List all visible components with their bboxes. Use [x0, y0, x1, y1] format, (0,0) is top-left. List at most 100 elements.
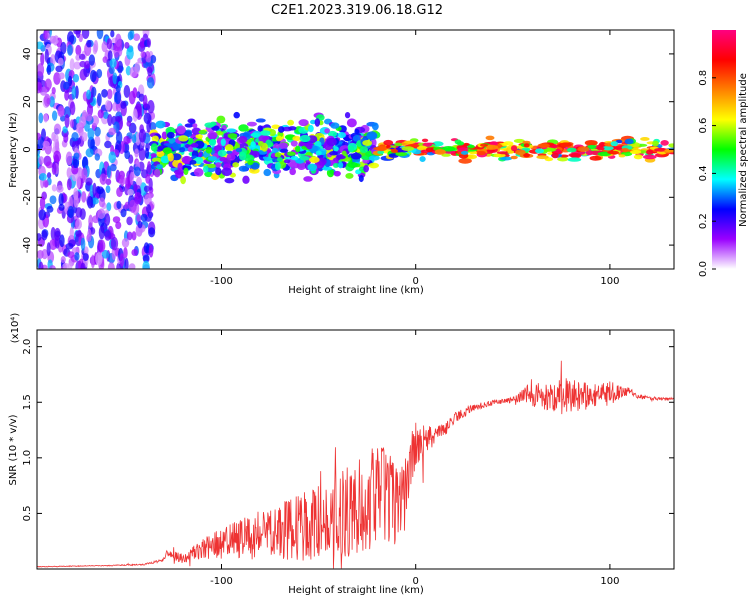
spectrogram-cell	[150, 143, 158, 152]
spectrogram-cell	[98, 225, 105, 240]
spectrogram-cell	[75, 44, 82, 56]
spectrogram-cell	[560, 142, 573, 148]
spectrogram-cell	[126, 46, 134, 60]
spectrogram-cell	[37, 41, 44, 50]
spectrogram-cell	[275, 135, 283, 142]
spectrogram-cell	[567, 157, 582, 162]
spectrogram-cell	[85, 177, 93, 186]
spectrogram-cell	[42, 140, 50, 148]
spectrogram-cell	[283, 159, 291, 164]
colorbar-tick-label: 0.2	[698, 213, 709, 229]
spectrogram-cell	[359, 146, 368, 153]
spectrogram-cell	[60, 41, 67, 55]
spectrogram-cell	[238, 136, 248, 144]
spectrogram-cell	[333, 146, 339, 152]
spectrogram-cell	[135, 176, 142, 187]
spectrogram-cell	[86, 89, 92, 100]
spectrogram-cell	[338, 161, 344, 169]
spectrogram-cell	[67, 205, 74, 219]
spectrogram-cell	[46, 205, 54, 213]
spectrogram-cell	[134, 191, 142, 205]
spectrogram-cell	[55, 65, 63, 73]
spectrogram-cell	[419, 156, 426, 162]
spectrogram-cell	[210, 173, 220, 181]
spectrogram-cell	[178, 135, 189, 142]
spectrogram-cell	[192, 123, 198, 129]
spectrogram-cell	[87, 136, 95, 150]
spectrogram-cell	[114, 91, 122, 105]
x-tick-label: 100	[600, 576, 619, 587]
spectrogram-cell	[335, 155, 346, 160]
spectrogram-cell	[49, 265, 56, 269]
spectrogram-cell	[88, 214, 93, 228]
spectrogram-cell	[110, 236, 119, 251]
spectrogram-cell	[515, 149, 526, 156]
spectrogram-cell	[362, 139, 373, 146]
x-tick-label: 0	[413, 276, 419, 287]
spectrogram-cell	[115, 115, 121, 124]
spectrogram-cell	[183, 167, 189, 176]
spectrogram-cell	[142, 260, 150, 269]
spectrogram-cell	[115, 33, 122, 47]
spectrogram-cell	[280, 148, 289, 153]
spectrogram-cell	[145, 173, 151, 184]
spectrogram-cell	[108, 127, 116, 136]
spectrogram-cell	[138, 128, 147, 143]
y-tick-label: 20	[22, 95, 33, 108]
spectrogram-y-axis-label: Frequency (Hz)	[8, 112, 19, 188]
spectrogram-cell	[299, 134, 311, 143]
spectrogram-cell	[189, 159, 197, 165]
spectrogram-cell	[235, 147, 243, 153]
spectrogram-cell	[41, 230, 48, 241]
spectrogram-cell	[476, 150, 486, 156]
spectrogram-panel: -100 0 100 -40 -20 0 20 40 Height of straight …	[8, 29, 675, 296]
spectrogram-cell	[64, 114, 70, 128]
colorbar: 0.0 0.2 0.4 0.6 0.8 Normalized spectral ampl…	[698, 30, 749, 277]
spectrogram-cell	[149, 122, 157, 131]
spectrogram-cell	[219, 156, 227, 162]
spectrogram-cell	[610, 141, 619, 147]
spectrogram-cell	[499, 156, 513, 161]
spectrogram-cell	[176, 125, 186, 135]
spectrogram-cell	[181, 155, 193, 164]
spectrogram-cell	[38, 261, 44, 269]
spectrogram-cell	[119, 253, 125, 267]
spectrogram-cell	[217, 149, 227, 157]
spectrogram-cell	[596, 146, 605, 151]
x-tick-label: 0	[413, 576, 419, 587]
spectrogram-cell	[108, 66, 115, 75]
spectrogram-cell	[115, 131, 123, 144]
spectrogram-cell	[76, 174, 81, 189]
spectrogram-cell	[224, 177, 235, 184]
spectrogram-cell	[71, 85, 77, 100]
spectrogram-cell	[86, 103, 94, 117]
spectrogram-cell	[51, 184, 57, 192]
spectrogram-cell	[366, 131, 378, 141]
spectrogram-cell	[94, 153, 101, 161]
spectrogram-cell	[46, 64, 52, 76]
spectrogram-cell	[570, 152, 582, 159]
spectrogram-cell	[260, 130, 271, 136]
spectrogram-cell	[132, 108, 138, 122]
colorbar-label: Normalized spectral amplitude	[738, 73, 749, 227]
spectrogram-cell	[153, 168, 161, 178]
spectrogram-cell	[72, 74, 80, 83]
spectrogram-cell	[53, 150, 62, 163]
spectrogram-cell	[584, 139, 598, 146]
spectrogram-cell	[49, 195, 57, 205]
spectrogram-cell	[147, 100, 155, 114]
spectrogram-cell	[551, 152, 559, 159]
spectrogram-cell	[38, 112, 44, 124]
spectrogram-cell	[51, 86, 56, 95]
y-tick-label: 1.0	[22, 450, 33, 466]
spectrogram-cell	[62, 262, 70, 269]
spectrogram-cell	[91, 197, 99, 205]
spectrogram-heat-layer	[37, 30, 674, 269]
spectrogram-cell	[633, 154, 643, 160]
spectrogram-cell	[278, 142, 289, 150]
snr-frame	[36, 329, 675, 570]
spectrogram-cell	[345, 172, 354, 179]
spectrogram-cell	[71, 131, 79, 142]
spectrogram-y-ticks: -40 -20 0 20 40	[22, 48, 674, 253]
